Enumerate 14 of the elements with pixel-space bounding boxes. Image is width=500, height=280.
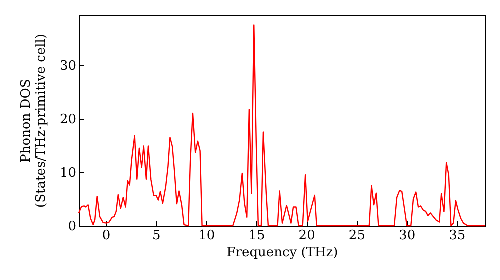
x-tick-label: 10 <box>198 228 216 244</box>
x-tick-label: 5 <box>152 228 161 244</box>
x-tick-label: 20 <box>298 228 316 244</box>
x-axis-title: Frequency (THz) <box>226 246 338 260</box>
y-tick-label: 30 <box>60 58 76 74</box>
y-tick-label: 10 <box>60 166 76 181</box>
x-tick-label: 25 <box>348 228 366 244</box>
line-series <box>78 24 486 227</box>
x-tick-label: 30 <box>399 228 416 244</box>
x-tick-label: 15 <box>248 228 266 244</box>
x-tick-label: 35 <box>449 228 466 244</box>
y-axis-title: Phonon DOS (States/THz·primitive cell) <box>18 34 49 208</box>
x-tick-label: 0 <box>102 228 111 244</box>
y-tick-label: 20 <box>60 112 76 128</box>
